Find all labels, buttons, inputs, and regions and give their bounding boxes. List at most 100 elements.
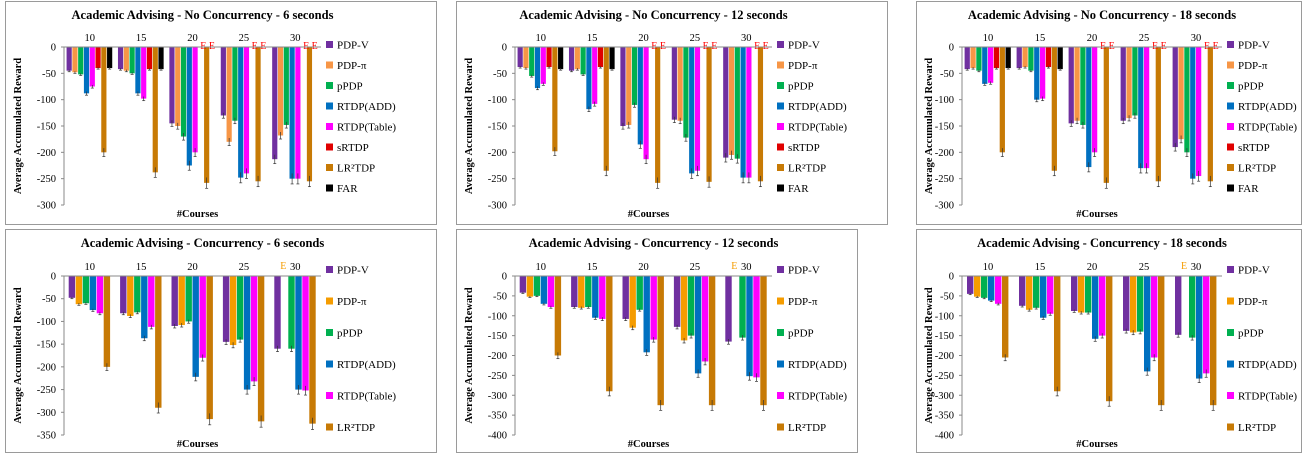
legend-swatch-ppdp (777, 82, 784, 89)
legend-label: PDP-π (788, 296, 818, 308)
x-axis-label: #Courses (1076, 209, 1117, 220)
bar-rtdp-add- (1092, 276, 1099, 339)
bar-ppdp (1080, 47, 1086, 125)
chart-panel-no-concurrency-6s: Academic Advising - No Concurrency - 6 s… (5, 1, 437, 225)
y-tick-label: 0 (51, 43, 56, 54)
bar-pdp-v (519, 276, 527, 293)
bar-rtdp-table- (199, 276, 206, 358)
bar-rtdp-table- (650, 276, 657, 340)
bar-rtdp-add- (1034, 47, 1040, 100)
bar-rtdp-add- (83, 47, 90, 94)
x-category-label: 15 (136, 33, 147, 44)
bar-pdp-v (1016, 47, 1022, 69)
bar-rtdp-table- (192, 47, 198, 153)
bar-rtdp-table- (694, 47, 701, 171)
y-axis-label: Average Accumulated Reward (924, 287, 935, 423)
legend-swatch-far (777, 184, 784, 192)
bar-ppdp (739, 276, 746, 338)
bar-pdp-v (220, 47, 226, 116)
bar-rtdp-add- (1086, 47, 1092, 168)
e-marker: E (1181, 261, 1187, 272)
legend-label: pPDP (337, 328, 363, 340)
legend-label: FAR (788, 183, 809, 195)
x-category-label: 15 (587, 262, 598, 273)
legend-swatch-ppdp (1227, 82, 1234, 89)
x-category-label: 25 (690, 33, 701, 44)
y-tick-label: -300 (488, 391, 507, 402)
chart-svg: Academic Advising - No Concurrency - 18 … (924, 8, 1297, 220)
bar-rtdp-add- (982, 47, 988, 84)
bar-ppdp (180, 47, 187, 137)
bar-pdp-v (1172, 47, 1178, 148)
legend-swatch-rtdp-table- (326, 392, 333, 399)
chart-title: Academic Advising - Concurrency - 6 seco… (81, 236, 325, 250)
bar-rtdp-table- (995, 276, 1002, 304)
legend-label: sRTDP (788, 142, 820, 154)
bar-far (558, 47, 564, 70)
x-category-label: 25 (1139, 33, 1150, 44)
bar-pdp-v (967, 276, 974, 294)
y-tick-label: -100 (488, 95, 507, 106)
legend-label: pPDP (1238, 81, 1264, 93)
bar-lr-tdp (155, 276, 162, 408)
bar-pdp- (970, 47, 976, 69)
bar-rtdp-add- (1144, 276, 1151, 372)
y-tick-label: -50 (42, 69, 56, 80)
y-tick-label: -100 (37, 95, 56, 106)
y-tick-label: -250 (37, 385, 56, 396)
y-tick-label: 0 (949, 43, 954, 54)
bar-rtdp-table- (148, 276, 155, 327)
legend-label: LR²TDP (1238, 422, 1276, 434)
legend-label: RTDP(ADD) (1238, 359, 1297, 371)
bar-rtdp-table- (243, 47, 250, 174)
bar-pdp- (629, 276, 636, 328)
bar-pdp- (72, 47, 78, 73)
bar-rtdp-add- (534, 47, 541, 89)
legend-swatch-rtdp-add- (1227, 360, 1234, 368)
y-tick-label: -200 (488, 351, 507, 362)
y-tick-label: -200 (37, 362, 56, 373)
bar-pdp- (1022, 47, 1028, 68)
y-tick-label: -150 (488, 122, 507, 133)
e-marker: E (280, 261, 286, 272)
legend-label: LR²TDP (788, 422, 826, 434)
x-category-label: 20 (638, 262, 649, 273)
bar-rtdp-table- (592, 47, 598, 104)
y-tick-label: -100 (37, 317, 56, 328)
bar-rtdp-add- (1196, 276, 1203, 379)
chart-panel-concurrency-6s: Academic Advising - Concurrency - 6 seco… (5, 229, 437, 453)
bar-ppdp (185, 276, 192, 322)
bar-pdp-v (622, 276, 629, 319)
bar-pdp-v (66, 47, 72, 71)
bar-rtdp-add- (592, 276, 599, 318)
legend-swatch-rtdp-table- (1227, 123, 1234, 130)
legend-label: pPDP (337, 81, 363, 93)
legend-label: PDP-V (337, 40, 369, 52)
bar-rtdp-add- (637, 47, 643, 145)
legend-swatch-srtdp (326, 143, 333, 151)
y-tick-label: 0 (51, 272, 56, 283)
bar-lr-tdp (657, 276, 664, 406)
x-category-label: 20 (187, 33, 198, 44)
bar-rtdp-table- (1151, 276, 1158, 358)
bar-rtdp-table- (1203, 276, 1210, 374)
bar-rtdp-table- (96, 276, 104, 314)
x-category-label: 30 (290, 262, 301, 273)
legend-label: RTDP(Table) (1238, 391, 1297, 403)
legend-swatch-far (1227, 184, 1234, 192)
legend-label: FAR (1238, 183, 1259, 195)
x-axis-label: #Courses (628, 209, 669, 220)
bar-pdp-v (571, 276, 578, 308)
bar-pdp- (974, 276, 981, 297)
y-tick-label: -100 (488, 311, 507, 322)
legend-label: PDP-V (788, 265, 820, 277)
legend-label: PDP-V (1238, 40, 1270, 52)
y-tick-label: -300 (935, 201, 954, 212)
legend-label: RTDP(ADD) (1238, 101, 1297, 113)
y-tick-label: -300 (488, 201, 507, 212)
y-tick-label: -150 (37, 340, 56, 351)
bar-ppdp (1189, 276, 1196, 338)
bar-ppdp (734, 47, 740, 159)
x-category-label: 20 (1087, 33, 1098, 44)
y-tick-label: -50 (493, 69, 507, 80)
